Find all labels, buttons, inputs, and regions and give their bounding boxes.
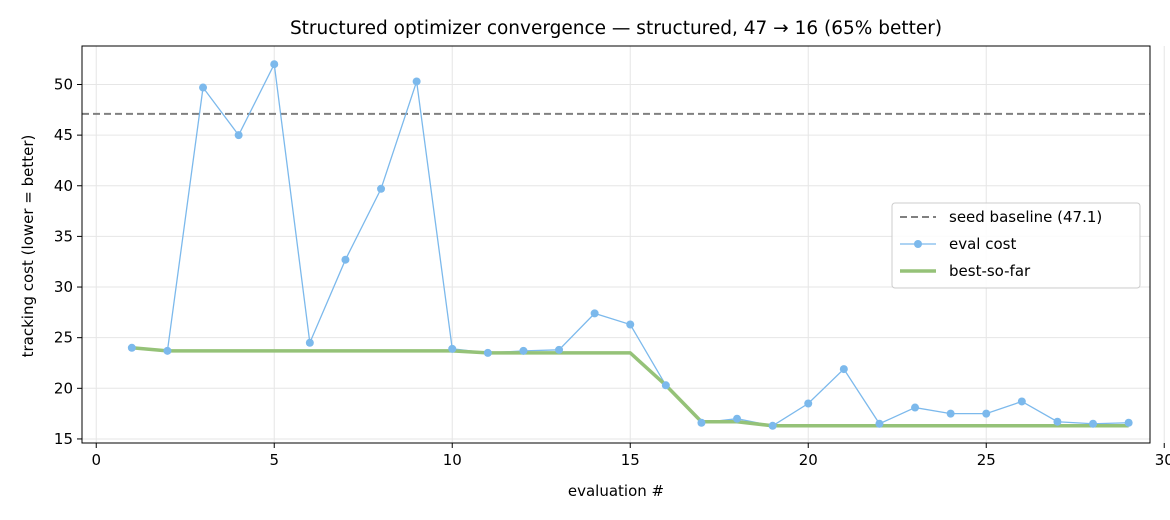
y-tick-label: 35 — [54, 227, 73, 245]
data-point-eval-cost — [519, 346, 528, 355]
data-point-eval-cost — [946, 409, 955, 418]
plot-area — [82, 60, 1150, 430]
y-tick-label: 30 — [54, 278, 73, 296]
x-tick-label: 5 — [269, 451, 279, 469]
data-point-eval-cost — [626, 320, 635, 329]
chart-title: Structured optimizer convergence — struc… — [290, 18, 942, 39]
y-axis-label: tracking cost (lower = better) — [19, 135, 37, 358]
y-tick-label: 40 — [54, 177, 73, 195]
data-point-eval-cost — [768, 421, 777, 430]
data-point-eval-cost — [448, 344, 457, 353]
data-point-eval-cost — [341, 255, 350, 264]
x-tick-label: 0 — [91, 451, 101, 469]
plot-frame — [81, 45, 1151, 444]
data-point-eval-cost — [163, 346, 172, 355]
data-point-eval-cost — [1089, 419, 1098, 428]
data-point-eval-cost — [839, 365, 848, 374]
x-tick-label: 25 — [977, 451, 996, 469]
y-tick-label: 15 — [54, 430, 73, 448]
y-tick-label: 20 — [54, 379, 73, 397]
data-point-eval-cost — [1053, 417, 1062, 426]
data-point-eval-cost — [270, 60, 279, 69]
data-point-eval-cost — [590, 309, 599, 318]
axes: 0 5 10 15 20 25 30 15 20 25 30 35 40 45 50 — [54, 45, 1170, 469]
data-point-eval-cost — [1017, 397, 1026, 406]
grid — [82, 46, 1165, 443]
data-point-eval-cost — [982, 409, 991, 418]
data-point-eval-cost — [234, 131, 243, 140]
legend-label-eval-cost: eval cost — [949, 235, 1016, 253]
legend-marker-eval-cost — [914, 240, 922, 248]
x-tick-label: 20 — [799, 451, 818, 469]
legend: seed baseline (47.1) eval cost best-so-far — [891, 202, 1141, 289]
data-point-eval-cost — [804, 399, 813, 408]
data-point-eval-cost — [555, 345, 564, 354]
y-tick-label: 25 — [54, 329, 73, 347]
data-point-eval-cost — [199, 83, 208, 92]
data-point-eval-cost — [697, 418, 706, 427]
x-tick-label: 15 — [621, 451, 640, 469]
data-point-eval-cost — [661, 381, 670, 390]
data-point-eval-cost — [377, 184, 386, 193]
data-point-eval-cost — [483, 348, 492, 357]
data-point-eval-cost — [305, 338, 314, 347]
data-point-eval-cost — [875, 419, 884, 428]
x-axis-label: evaluation # — [568, 482, 664, 500]
data-point-eval-cost — [1124, 418, 1133, 427]
data-point-eval-cost — [127, 343, 136, 352]
x-tick-label: 30 — [1155, 451, 1170, 469]
legend-label-baseline: seed baseline (47.1) — [949, 208, 1102, 226]
data-point-eval-cost — [733, 414, 742, 423]
y-tick-label: 45 — [54, 126, 73, 144]
x-tick-label: 10 — [443, 451, 462, 469]
y-tick-label: 50 — [54, 75, 73, 93]
legend-box — [891, 202, 1141, 289]
legend-label-best-so-far: best-so-far — [949, 262, 1031, 280]
data-point-eval-cost — [911, 403, 920, 412]
series-line-best-so-far — [131, 346, 1129, 428]
data-point-eval-cost — [412, 77, 421, 86]
